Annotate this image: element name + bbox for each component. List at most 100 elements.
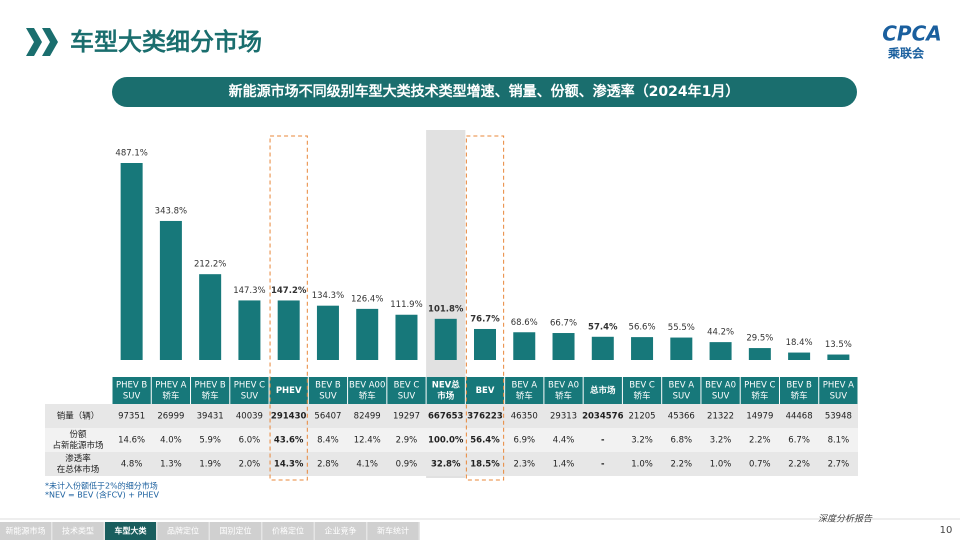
table-cell: 4.1% [356,460,378,470]
nav-tab[interactable] [367,522,419,540]
column-header: SUV [830,392,848,402]
column-header: BEV A0 [548,381,579,391]
bar [199,274,222,360]
nav-tab[interactable] [52,522,104,540]
table-cell: 2034576 [582,412,623,422]
bar [591,336,614,360]
table-cell: 1.3% [160,460,182,470]
column-header: 总市场 [590,385,616,396]
column-header: PHEV C [744,381,775,391]
column-header: PHEV [276,386,302,396]
nav-label[interactable]: 车型大类 [115,526,147,536]
column-header: SUV [319,392,337,402]
table-cell: 6.9% [513,436,535,446]
table-cell: 667653 [428,412,464,422]
table-cell: 32.8% [431,460,461,470]
table-cell: 6.7% [788,436,810,446]
nav-label[interactable]: 国别定位 [220,526,252,536]
value-label: 68.6% [511,318,538,328]
column-header: SUV [241,392,259,402]
table-cell: 44468 [786,412,813,422]
table-cell: 2.9% [396,436,418,446]
value-label: 55.5% [668,323,695,333]
column-header: 轿车 [634,391,651,402]
value-label: 343.8% [155,206,187,216]
table-cell: 100.0% [428,436,464,446]
nav-label[interactable]: 新能源市场 [6,526,46,536]
table-cell: 14.3% [274,460,304,470]
table-cell: 46350 [511,412,538,422]
row-label: 渗透率 [65,453,91,464]
nav-tab[interactable] [0,522,51,540]
table-cell: 4.0% [160,436,182,446]
bar [788,352,811,360]
table-cell: 40039 [236,412,263,422]
bar [159,220,182,360]
nav-label[interactable]: 新车统计 [377,526,409,536]
value-label: 57.4% [588,322,618,332]
table-cell: 45366 [668,412,695,422]
table-cell: 43.6% [274,436,304,446]
nav-label[interactable]: 品牌定位 [167,526,199,536]
highlight-box [465,135,505,481]
value-label: 29.5% [746,334,773,344]
column-header: SUV [123,392,141,402]
bar [434,318,457,360]
column-header: BEV C [629,381,655,391]
nav-tab[interactable] [262,522,314,540]
column-header: BEV A [669,381,695,391]
value-label: 487.1% [115,149,147,159]
value-label: 18.4% [786,338,813,348]
column-header: BEV B [786,381,812,391]
nav-tab[interactable] [157,522,209,540]
nav-tab[interactable] [210,522,261,540]
logo: CPCA [882,22,942,46]
value-label: 134.3% [312,291,344,301]
tagline: 深度分析报告 [818,514,873,525]
table-cell: 291430 [271,412,307,422]
nav-tab[interactable] [315,522,366,540]
table-cell: 2.3% [513,460,535,470]
column-header: 轿车 [791,391,808,402]
value-label: 111.9% [390,300,422,310]
nav-label[interactable]: 企业竞争 [325,526,357,536]
column-header: 市场 [437,391,455,402]
table-cell: 56.4% [470,436,500,446]
table-cell: 18.5% [470,460,500,470]
column-header: SUV [398,392,416,402]
table-cell: 14979 [746,412,773,422]
table-cell: 3.2% [710,436,732,446]
header-row [112,377,858,404]
bar [356,308,379,360]
column-header: 轿车 [162,391,179,402]
value-label: 76.7% [470,314,500,324]
table-cell: 14.6% [118,436,145,446]
column-header: BEV A00 [349,381,385,391]
table-cell: - [601,436,605,446]
table-row [45,428,858,452]
bar [827,354,850,360]
table-cell: 2.2% [788,460,810,470]
table-cell: 5.9% [199,436,221,446]
table-cell: 19297 [393,412,420,422]
nav-label[interactable]: 价格定位 [272,526,304,536]
table-cell: 56407 [314,412,341,422]
column-header: PHEV A [155,381,186,391]
table-cell: - [601,460,605,470]
table-cell: 1.4% [553,460,575,470]
nav-label[interactable]: 技术类型 [62,526,94,536]
value-label: 56.6% [629,323,656,333]
column-header: 轿车 [516,391,533,402]
table-cell: 1.0% [631,460,653,470]
nav-tab[interactable] [105,522,156,540]
bar [474,328,496,360]
table-cell: 1.0% [710,460,732,470]
table-cell: 3.2% [631,436,653,446]
table-cell: 26999 [157,412,184,422]
column-header: 轿车 [555,391,572,402]
bar [277,300,300,360]
table-cell: 21322 [707,412,734,422]
table-cell: 21205 [629,412,656,422]
